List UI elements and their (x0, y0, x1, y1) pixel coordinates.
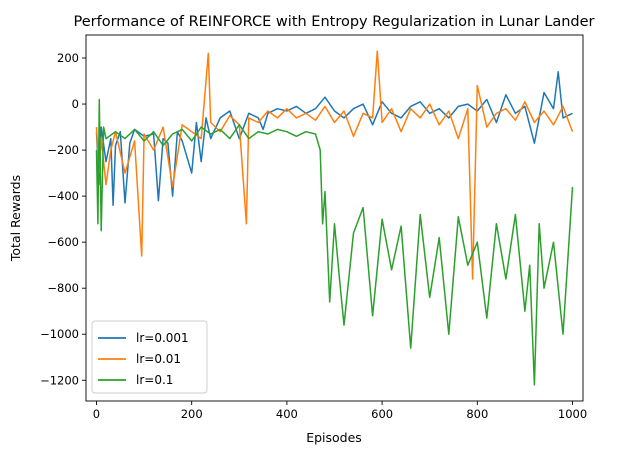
y-tick-label: 0 (72, 97, 79, 111)
series-line-3 (95, 98, 574, 386)
y-tick-label: −800 (47, 281, 79, 295)
legend: lr=0.001 lr=0.01 lr=0.1 (91, 320, 208, 394)
x-tick-label: 200 (181, 407, 203, 421)
plot-area (95, 50, 574, 386)
legend-box (91, 320, 208, 394)
y-tick-label: −1000 (40, 327, 79, 341)
y-tick-label: −1200 (40, 373, 79, 387)
y-tick-label: −600 (47, 235, 79, 249)
y-tick-label: −200 (47, 143, 79, 157)
y-axis-label: Total Rewards (8, 175, 23, 262)
legend-label-2: lr=0.01 (136, 352, 181, 366)
x-tick-label: 800 (466, 407, 488, 421)
y-axis: 200 0 −200 −400 −600 −800 −1000 −1200 (40, 51, 86, 387)
x-tick-label: 400 (276, 407, 298, 421)
series-layer (95, 50, 574, 386)
x-axis-label: Episodes (306, 430, 362, 445)
x-tick-label: 1000 (558, 407, 587, 421)
chart-title: Performance of REINFORCE with Entropy Re… (73, 14, 594, 30)
axes-frame (85, 34, 584, 402)
y-tick-label: −400 (47, 189, 79, 203)
y-tick-label: 200 (57, 51, 79, 65)
legend-label-1: lr=0.001 (136, 331, 189, 345)
legend-label-3: lr=0.1 (136, 373, 173, 387)
x-tick-label: 600 (371, 407, 393, 421)
series-line-2 (95, 50, 574, 280)
x-tick-label: 0 (93, 407, 100, 421)
x-axis: 0 200 400 600 800 1000 (93, 401, 587, 421)
legend-items: lr=0.001 lr=0.01 lr=0.1 (98, 331, 189, 387)
